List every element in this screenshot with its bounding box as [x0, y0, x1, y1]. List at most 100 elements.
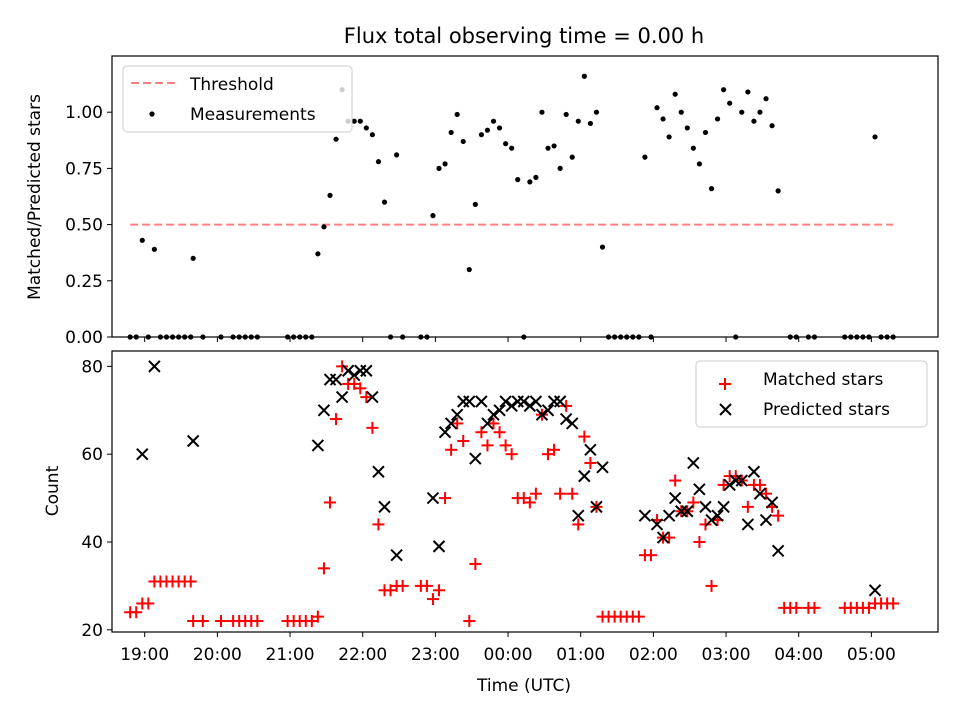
top-y-tick-label: 0.00 [65, 328, 103, 348]
legend-predicted-swatch [719, 403, 732, 416]
measurement-point [454, 111, 460, 118]
matched-star-point [426, 593, 439, 606]
predicted-star-point [650, 518, 664, 531]
matched-star-point [360, 391, 373, 404]
measurement-point [708, 186, 715, 192]
measurement-point [569, 154, 575, 160]
matched-star-point [554, 487, 567, 500]
predicted-star-point [426, 491, 440, 505]
bottom-y-tick-label: 40 [81, 533, 103, 553]
matched-star-point [632, 610, 645, 623]
predicted-star-point [469, 452, 482, 465]
matched-star-point [348, 377, 361, 390]
measurement-point [775, 188, 781, 194]
predicted-star-point [566, 417, 579, 430]
predicted-star-point [541, 404, 555, 417]
matched-star-point [317, 562, 330, 575]
predicted-star-point [596, 461, 609, 474]
predicted-star-point [747, 465, 761, 478]
measurement-point [690, 145, 696, 151]
predicted-star-point [136, 447, 149, 461]
measurement-point [721, 87, 727, 93]
matched-star-point [505, 448, 518, 461]
predicted-star-point [717, 500, 730, 514]
predicted-star-point [317, 404, 331, 417]
top-y-tick-label: 0.75 [65, 159, 103, 179]
bottom-y-tick-label: 80 [81, 357, 103, 377]
measurement-point [545, 145, 551, 151]
bottom-axes-frame [111, 350, 939, 633]
matched-star-point [808, 601, 821, 614]
measurement-point [436, 165, 442, 171]
predicted-star-point [662, 509, 676, 522]
predicted-star-point [487, 408, 500, 421]
top-axes-frame [111, 55, 939, 338]
x-tick-label: 05:00 [847, 645, 896, 665]
predicted-star-point [348, 368, 361, 382]
predicted-star-point [699, 500, 712, 514]
bottom-y-axis-label: Count [43, 465, 63, 516]
matched-star-point [499, 439, 512, 452]
matched-star-point [693, 535, 706, 548]
measurement-point [696, 161, 703, 167]
matched-star-point [372, 518, 385, 531]
matched-star-point [753, 478, 766, 491]
predicted-star-point [329, 373, 343, 386]
measurement-point [642, 154, 648, 160]
measurement-point [563, 111, 569, 118]
matched-star-point [493, 426, 506, 439]
bottom-legend: Matched stars Predicted stars [695, 360, 928, 428]
matched-star-point [451, 417, 464, 430]
measurement-point [557, 165, 563, 171]
measurement-point [587, 120, 594, 127]
measurement-point [363, 125, 369, 131]
measurement-point [381, 199, 388, 205]
matched-star-point [469, 557, 482, 570]
matched-star-point [487, 417, 500, 430]
top-y-tick-label: 1.00 [65, 103, 103, 123]
measurement-point [515, 177, 521, 183]
matched-star-point [215, 615, 228, 628]
measurement-point [327, 192, 333, 198]
matched-star-point [560, 399, 573, 412]
matched-star-point [699, 518, 712, 531]
x-tick-label: 19:00 [120, 645, 169, 665]
matched-star-point [566, 487, 579, 500]
measurement-point [551, 143, 557, 149]
top-chart-title: Flux total observing time = 0.00 h [344, 24, 704, 48]
measurement-point [369, 132, 375, 138]
measurement-point [466, 266, 472, 273]
legend-matched-label: Matched stars [763, 370, 883, 390]
measurement-point [375, 159, 382, 165]
x-axis-label: Time (UTC) [476, 676, 571, 696]
measurement-point [727, 100, 733, 106]
predicted-star-point [475, 395, 488, 408]
legend-predicted-label: Predicted stars [763, 400, 890, 420]
matched-star-point [669, 474, 682, 487]
measurement-point [190, 255, 196, 261]
matched-star-point [251, 615, 264, 628]
bottom-legend-box [695, 360, 928, 428]
measurement-point [533, 174, 539, 180]
predicted-star-point [378, 500, 391, 514]
x-tick-label: 21:00 [266, 645, 315, 665]
predicted-star-point [148, 360, 161, 373]
matched-star-point [517, 492, 530, 505]
matched-star-point [330, 413, 343, 426]
bottom-panel: Count Time (UTC) 20 40 60 80 19:00 20:00 21:00… [43, 350, 939, 696]
measurement-point [321, 224, 327, 230]
matched-star-point [130, 606, 143, 619]
matched-star-point [305, 615, 318, 628]
measurement-point [490, 118, 497, 124]
predicted-star-point [759, 513, 773, 527]
predicted-star-point [335, 390, 349, 404]
predicted-star-point [741, 518, 755, 531]
measurement-point [575, 118, 581, 124]
matched-star-point [862, 601, 875, 614]
predicted-star-point [578, 469, 591, 483]
predicted-star-point [390, 548, 403, 562]
predicted-star-point [463, 395, 476, 408]
x-tick-label: 00:00 [484, 645, 533, 665]
legend-measurements-swatch [149, 111, 155, 117]
predicted-star-point [186, 434, 200, 448]
